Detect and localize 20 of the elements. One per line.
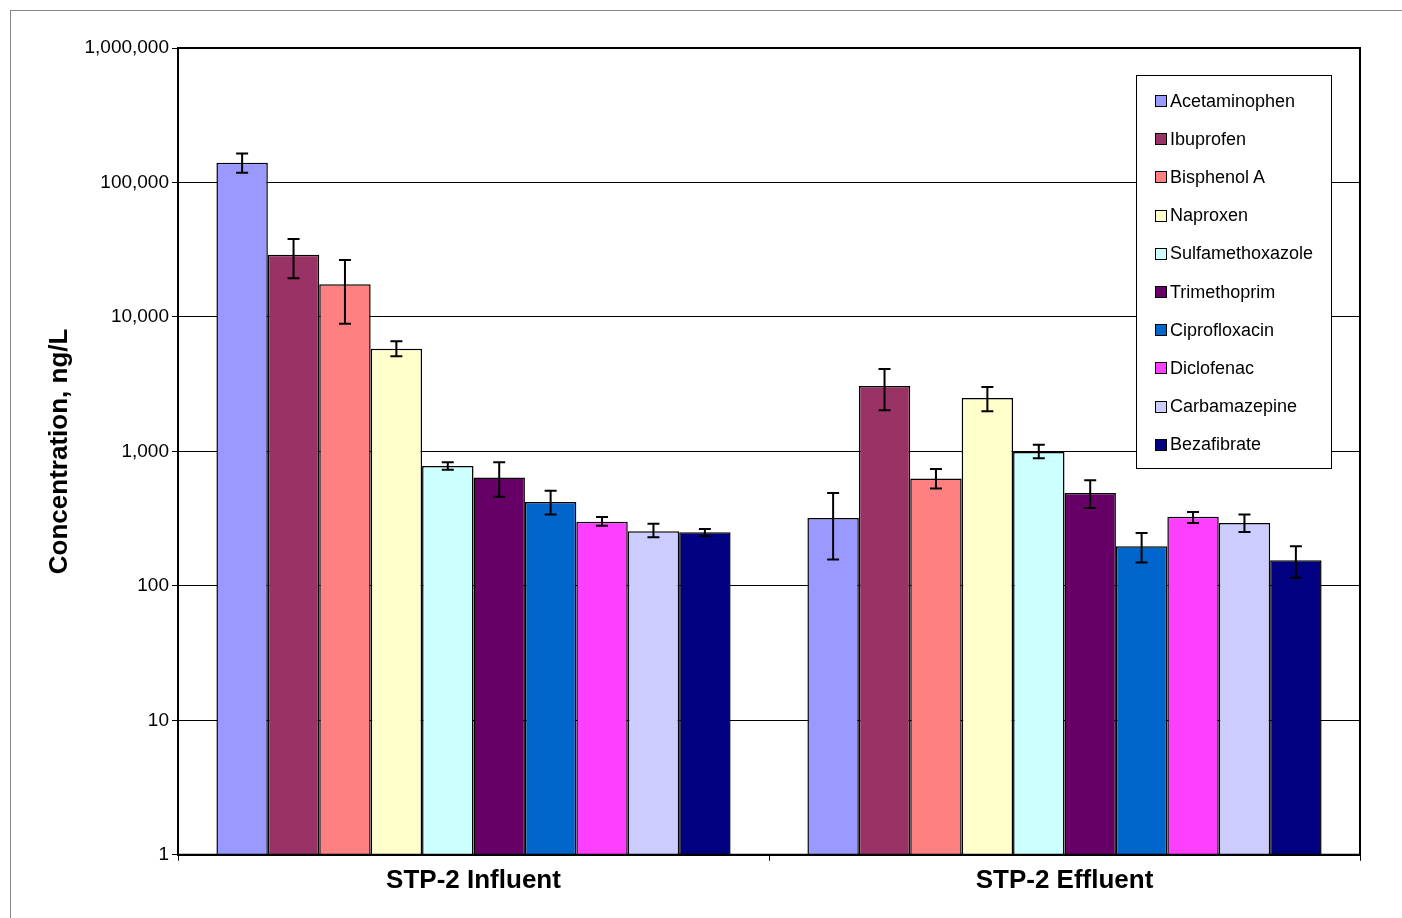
legend-label: Naproxen [1170,205,1249,227]
y-tick-label: 10,000 [110,305,169,327]
legend-label: Bezafibrate [1170,434,1262,456]
y-tick-label: 100 [137,574,169,596]
x-tick-label: STP-2 Influent [386,863,562,894]
legend-label: Trimethoprim [1170,281,1276,303]
y-tick-label: 10 [147,708,169,730]
legend-label: Bisphenol A [1170,166,1266,188]
legend-label: Ciprofloxacin [1170,319,1275,341]
y-tick-label: 1 [158,843,169,865]
legend-label: Acetaminophen [1170,90,1296,112]
legend-label: Sulfamethoxazole [1170,243,1314,265]
y-tick-label: 100,000 [100,170,169,192]
y-tick-label: 1,000,000 [84,36,169,58]
y-axis-title: Concentration, ng/L [42,328,73,575]
legend-label: Carbamazepine [1170,396,1298,418]
legend-label: Diclofenac [1170,357,1255,379]
legend-label: Ibuprofen [1170,128,1247,150]
x-tick-label: STP-2 Effluent [975,863,1154,894]
y-tick-label: 1,000 [121,439,169,461]
